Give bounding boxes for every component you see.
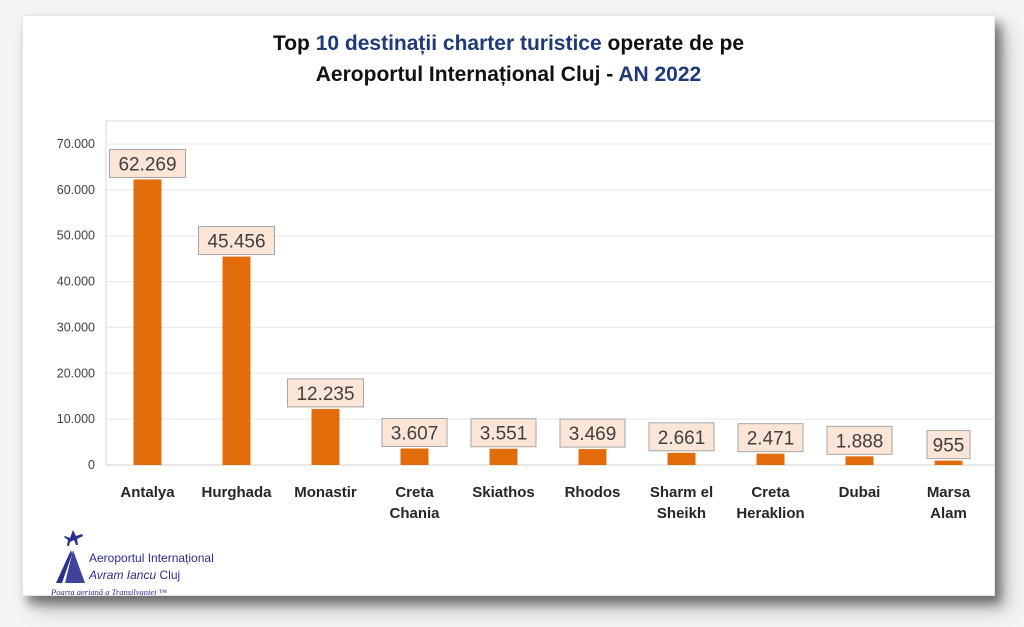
x-category-label: Hurghada [201, 484, 272, 501]
airplane-runway-icon [56, 530, 85, 583]
data-label-box [470, 418, 537, 448]
data-label-box [109, 148, 186, 178]
x-category-label: Skiathos [472, 484, 535, 501]
title-line-1: Top 10 destinații charter turistice oper… [23, 28, 994, 59]
bar [578, 449, 607, 465]
data-label-box [826, 425, 893, 455]
data-label-box [926, 430, 971, 460]
x-category-label: Heraklion [736, 505, 804, 522]
x-category-label: Chania [389, 505, 440, 522]
y-tick-label: 10.000 [57, 412, 95, 426]
bar [489, 448, 518, 465]
logo-tagline: Poarta aeriană a Transilvaniei ™ [51, 587, 167, 597]
bar [934, 460, 963, 465]
title-text: Top [272, 32, 316, 55]
data-label: 45.456 [207, 232, 265, 253]
data-label: 2.661 [658, 428, 706, 449]
x-category-label: Alam [930, 505, 967, 522]
data-label: 2.471 [747, 429, 795, 450]
title-highlight: 10 destinații charter turistice [315, 32, 602, 55]
y-tick-label: 30.000 [57, 320, 95, 334]
data-label: 955 [933, 436, 965, 457]
x-category-label: Antalya [120, 484, 175, 501]
x-category-label: Monastir [294, 484, 357, 501]
title-highlight: AN 2022 [618, 63, 702, 86]
title-text: operate de pe [601, 32, 745, 55]
logo-text: Cluj [156, 568, 181, 582]
data-label-box [381, 417, 448, 447]
x-category-label: Marsa [927, 484, 971, 501]
y-tick-label: 0 [88, 458, 95, 472]
bar [133, 179, 162, 466]
data-label: 62.269 [118, 154, 176, 175]
data-label-box [559, 418, 626, 448]
bar [400, 448, 429, 465]
data-label: 3.469 [569, 424, 617, 445]
data-label-box [198, 226, 275, 256]
data-label-box [648, 422, 715, 452]
x-category-label: Sheikh [657, 505, 706, 522]
data-label: 3.551 [480, 424, 528, 445]
data-label-box [737, 423, 804, 453]
x-category-label: Dubai [839, 484, 881, 501]
data-label: 3.607 [391, 423, 439, 444]
y-tick-label: 20.000 [57, 366, 95, 380]
airport-logo: Aeroportul Internațional Avram Iancu Clu… [51, 528, 236, 606]
y-tick-label: 60.000 [57, 183, 95, 197]
logo-name-line2: Avram Iancu Cluj [89, 568, 180, 582]
bar [845, 456, 874, 465]
logo-italic-text: Avram Iancu [89, 568, 157, 582]
x-category-label: Rhodos [565, 484, 621, 501]
bar [756, 453, 785, 465]
logo-name-line1: Aeroportul Internațional [89, 551, 214, 565]
bar [667, 452, 696, 465]
y-tick-label: 40.000 [57, 275, 95, 289]
x-category-label: Creta [751, 484, 790, 501]
data-label-box [287, 378, 364, 408]
bar [311, 408, 340, 465]
x-category-label: Creta [395, 484, 434, 501]
y-tick-label: 50.000 [57, 229, 95, 243]
title-line-2: Aeroportul Internațional Cluj - AN 2022 [23, 59, 994, 90]
bar-chart: 0 10.000 20.000 30.000 40.000 50.000 60.000 70.… [57, 120, 994, 522]
chart-card: Top 10 destinații charter turistice oper… [22, 15, 995, 597]
title-text: Aeroportul Internațional Cluj - [315, 63, 619, 86]
data-label: 12.235 [296, 384, 354, 405]
x-category-label: Sharm el [650, 484, 713, 501]
data-label: 1.888 [836, 431, 884, 452]
y-tick-label: 70.000 [57, 137, 95, 151]
chart-title: Top 10 destinații charter turistice oper… [23, 28, 994, 90]
bar [222, 256, 251, 465]
